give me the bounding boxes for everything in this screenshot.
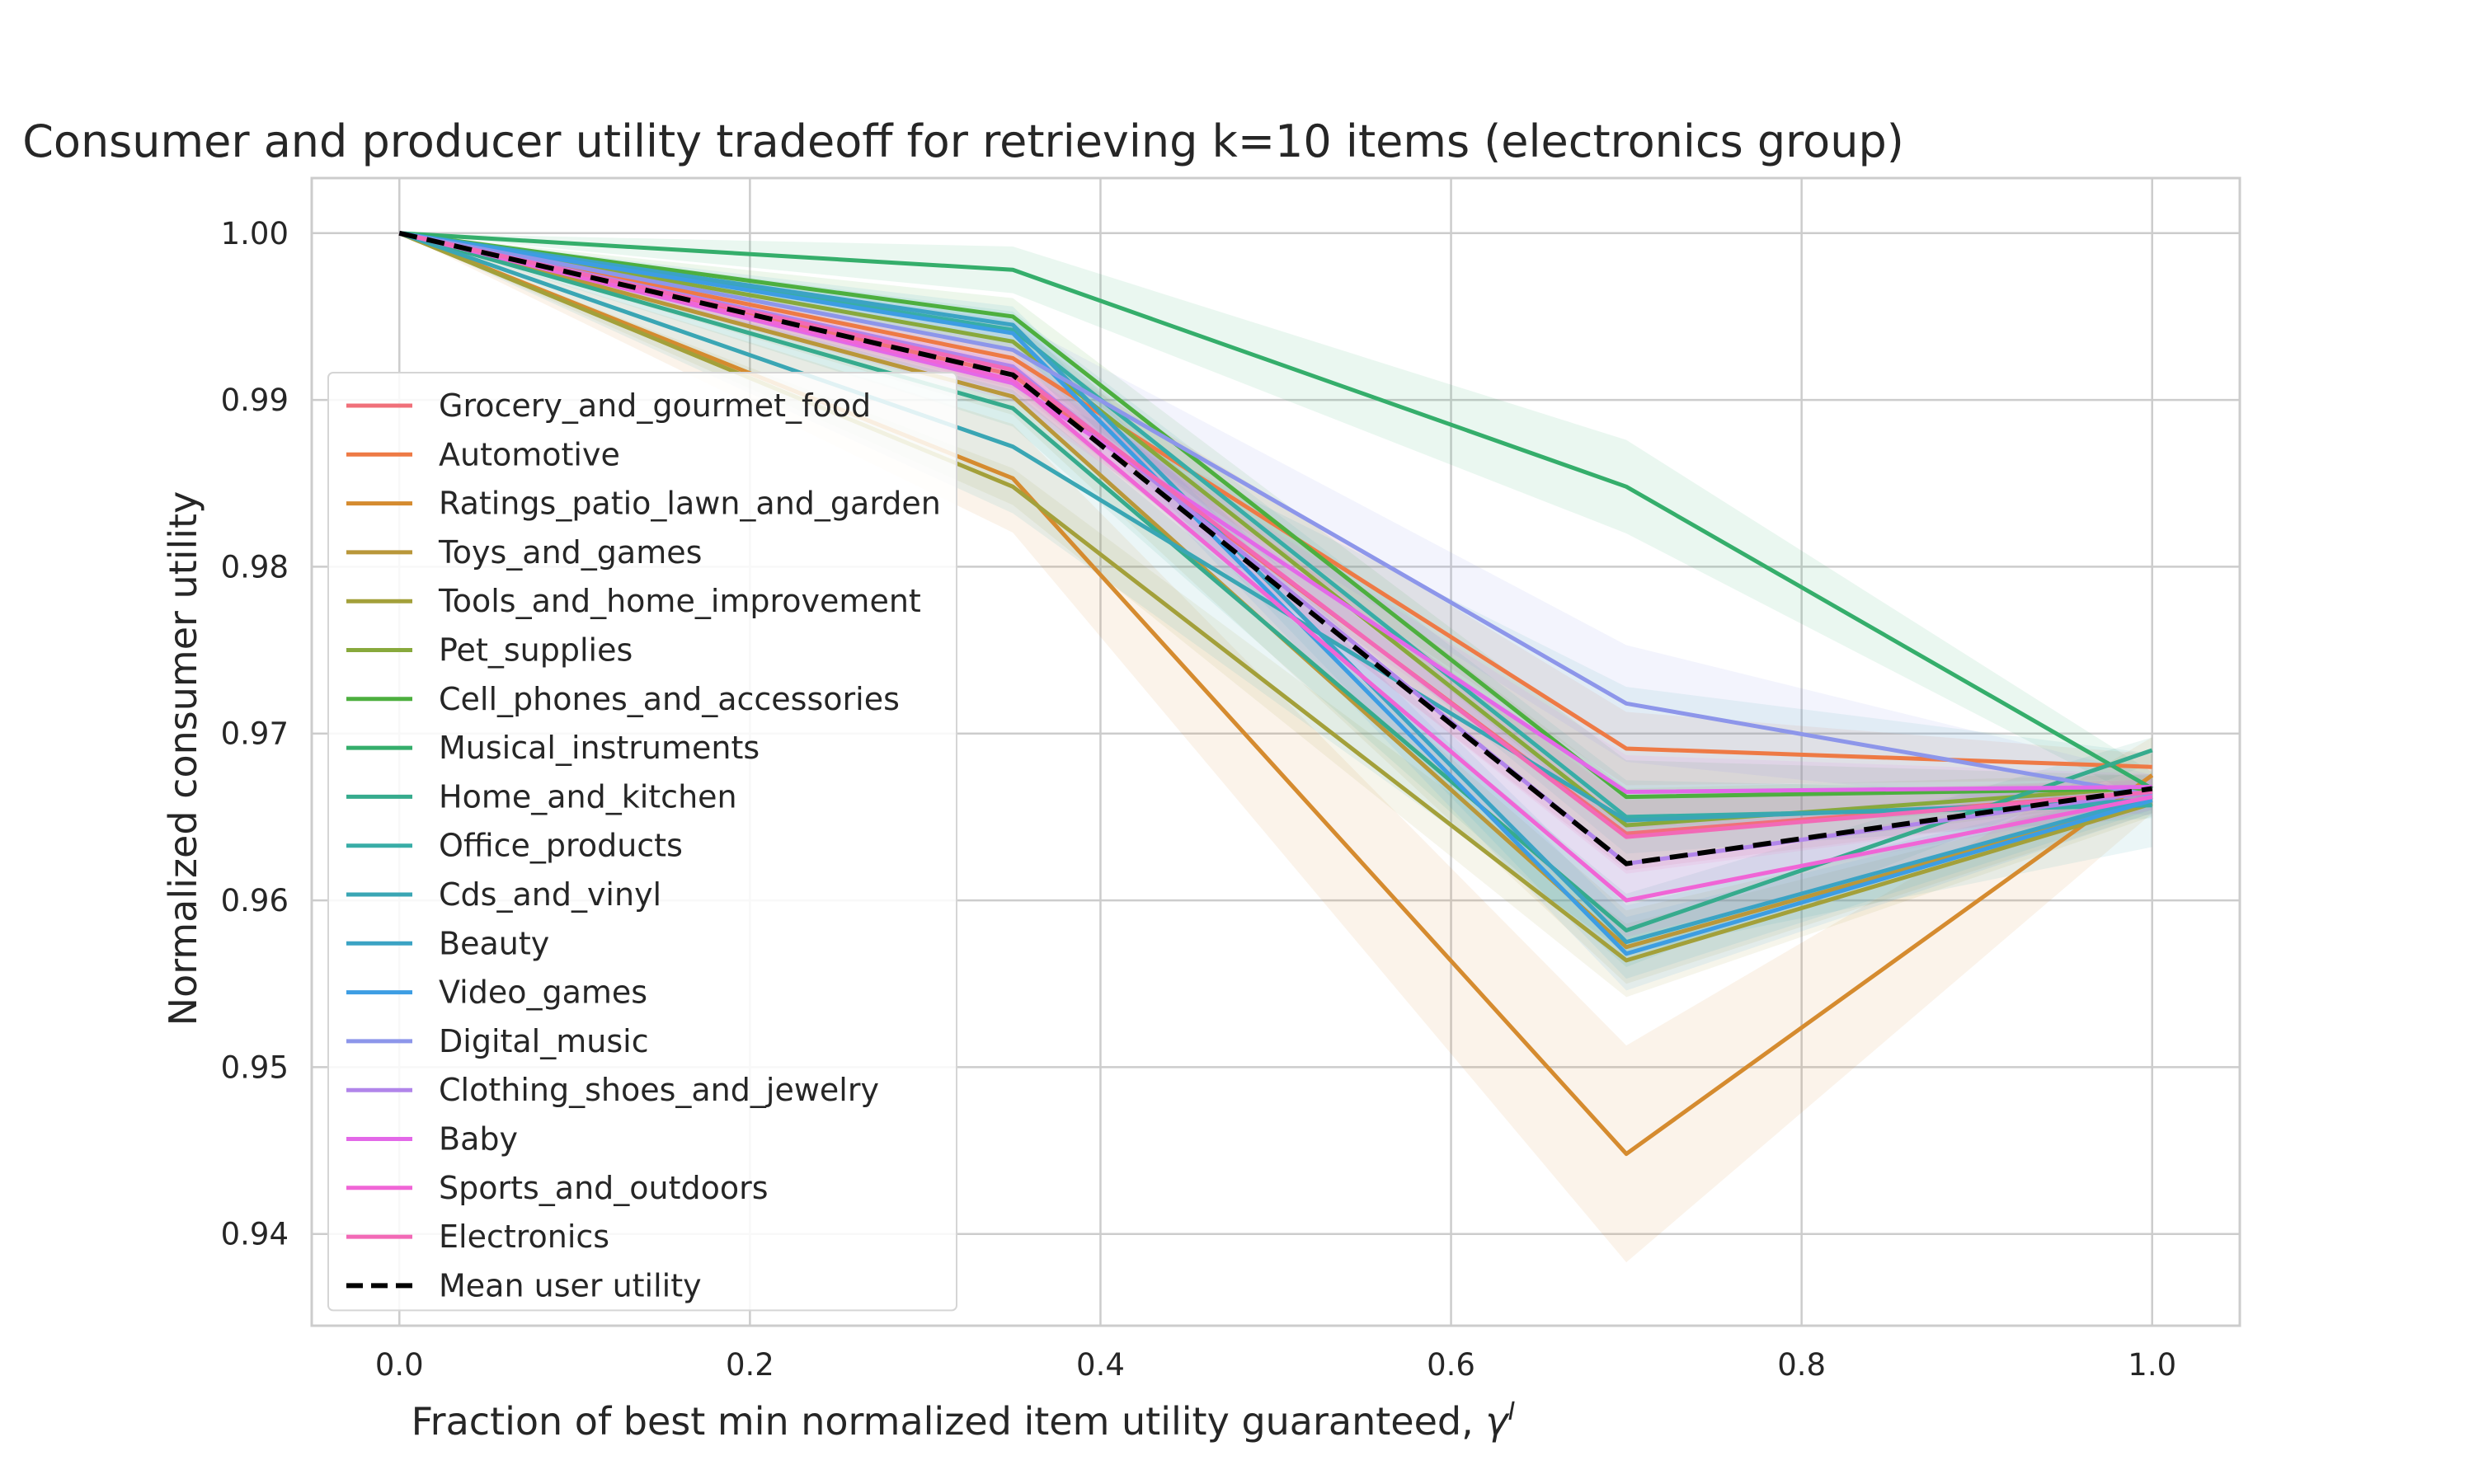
legend-label: Beauty (439, 925, 549, 961)
legend-label: Digital_music (439, 1023, 649, 1059)
y-tick-label: 0.95 (221, 1050, 289, 1085)
legend-label: Clothing_shoes_and_jewelry (439, 1072, 879, 1108)
confidence-band (399, 232, 2152, 871)
legend-box (327, 372, 957, 1312)
legend-label: Office_products (439, 828, 683, 864)
y-tick-label: 0.97 (221, 716, 289, 752)
series-line (398, 231, 2152, 828)
x-axis-label-symbol: γ (1485, 1399, 1510, 1444)
mean-series-line (398, 230, 2153, 866)
legend-label: Home_and_kitchen (439, 778, 737, 815)
x-tick-label: 0.2 (726, 1347, 774, 1383)
x-axis-label-superscript: I (1508, 1397, 1516, 1426)
y-tick-label: 0.98 (221, 549, 289, 585)
x-axis-label-text: Fraction of best min normalized item uti… (412, 1399, 1486, 1444)
y-tick-label: 0.99 (221, 383, 289, 418)
chart-title: Consumer and producer utility tradeoff f… (22, 115, 1904, 167)
x-tick-label: 1.0 (2128, 1347, 2176, 1383)
legend-label: Grocery_and_gourmet_food (439, 387, 871, 424)
x-axis-ticks: 0.0 0.2 0.4 0.6 0.8 1.0 (375, 1347, 2176, 1383)
series-line (398, 231, 2152, 769)
legend-label: Electronics (439, 1219, 609, 1255)
y-tick-label: 0.94 (221, 1217, 289, 1252)
plot-frame (310, 176, 2241, 1327)
series-line (398, 231, 2153, 945)
legend-label: Toys_and_games (438, 534, 702, 571)
x-tick-label: 0.4 (1076, 1347, 1125, 1383)
plot-border (310, 176, 2241, 1327)
y-axis-ticks: 0.94 0.95 0.96 0.97 0.98 0.99 1.00 (221, 216, 289, 1252)
confidence-band (399, 232, 2152, 829)
series-line (398, 231, 2152, 800)
legend-label: Video_games (439, 974, 647, 1011)
legend-label: Automotive (439, 436, 620, 472)
confidence-band (399, 232, 2152, 991)
series-line (398, 231, 2153, 932)
series-line (398, 231, 2154, 1157)
legend: Grocery_and_gourmet_food Automotive Rating… (327, 372, 957, 1312)
series-line (398, 231, 2153, 798)
legend-label: Sports_and_outdoors (439, 1170, 769, 1206)
legend-label: Tools_and_home_improvement (438, 583, 921, 619)
x-tick-label: 0.0 (375, 1347, 424, 1383)
y-axis-label: Normalized consumer utility (161, 491, 205, 1026)
legend-label: Pet_supplies (439, 632, 633, 669)
y-tick-label: 0.96 (221, 883, 289, 918)
confidence-band (399, 232, 2152, 786)
confidence-band (399, 232, 2152, 854)
legend-label: Mean user utility (439, 1267, 702, 1303)
confidence-band (399, 232, 2152, 874)
legend-label: Baby (439, 1121, 518, 1158)
x-axis-label: Fraction of best min normalized item uti… (412, 1397, 1516, 1444)
x-tick-label: 0.8 (1777, 1347, 1826, 1383)
confidence-band (399, 232, 2152, 805)
series-line (398, 231, 2153, 963)
legend-label: Cds_and_vinyl (439, 876, 661, 913)
legend-label: Musical_instruments (439, 730, 760, 766)
legend-label: Cell_phones_and_accessories (439, 681, 900, 717)
series-lines (398, 230, 2154, 1157)
y-tick-label: 1.00 (221, 216, 289, 251)
series-line (398, 231, 2153, 956)
confidence-band (399, 232, 2152, 901)
confidence-band (399, 232, 2152, 1263)
series-line (399, 231, 2153, 791)
confidence-band (399, 232, 2152, 834)
x-tick-label: 0.6 (1427, 1347, 1475, 1383)
legend-label: Ratings_patio_lawn_and_garden (439, 486, 941, 522)
